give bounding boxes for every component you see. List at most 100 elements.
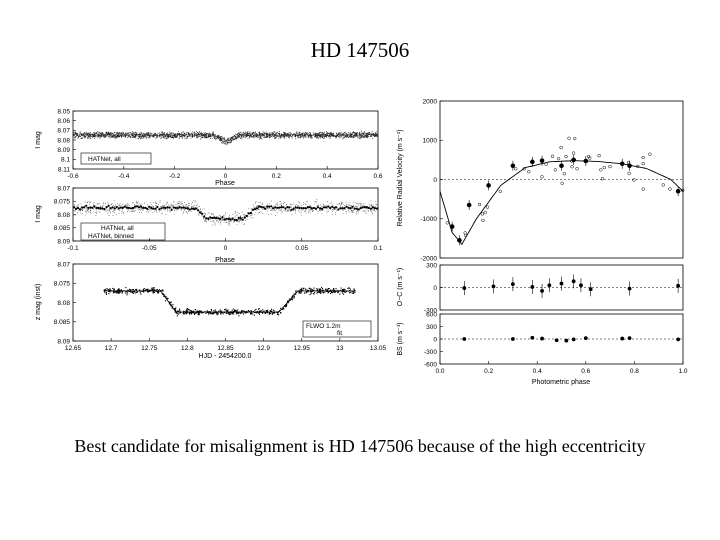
panel-3-y-tick-label: 8.07 bbox=[57, 261, 70, 268]
panel-2-binned-point bbox=[146, 207, 149, 210]
panel-1-xticks: -0.6 -0.4 -0.2 0 0.2 0.4 0.6 bbox=[67, 166, 383, 180]
panel-3-x-tick-label: 12.65 bbox=[65, 345, 82, 352]
panel-2-binned-point bbox=[296, 206, 299, 209]
panel-2-binned-point bbox=[172, 206, 175, 209]
panel-2-binned-point bbox=[331, 205, 334, 208]
panel-2-binned-point bbox=[105, 206, 108, 209]
panel-2-binned-point bbox=[351, 205, 354, 208]
rv-open-point bbox=[514, 167, 518, 171]
panel-2-binned-point bbox=[121, 206, 124, 209]
panel-2-binned-point bbox=[290, 208, 293, 211]
panel-2-binned-point bbox=[221, 216, 224, 219]
rv-open-point bbox=[477, 202, 482, 207]
panel-3-series-flwo bbox=[103, 287, 356, 317]
oc-point bbox=[627, 286, 632, 291]
panel-2-y-tick-label: 8.075 bbox=[54, 199, 71, 206]
panel-2: I mag Phase HATNet, all HATNet, binned 8… bbox=[35, 185, 383, 264]
panel-2-xlabel: Phase bbox=[215, 257, 235, 264]
panel-2-binned-point bbox=[325, 206, 328, 209]
bs-x-tick-label: 0.0 bbox=[435, 368, 444, 375]
panel-2-binned-point bbox=[349, 207, 352, 210]
panel-2-binned-point bbox=[286, 206, 289, 209]
panel-2-binned-point bbox=[164, 206, 167, 209]
panel-1-y-tick-label: 8.06 bbox=[57, 118, 70, 125]
oc-y-tick-label: 300 bbox=[426, 262, 437, 269]
panel-2-binned-point bbox=[136, 205, 139, 208]
slide-title: HD 147506 bbox=[310, 38, 410, 62]
rv-ylabel: Relative Radial Velocity (m s⁻¹) bbox=[397, 129, 404, 226]
panel-2-binned-point bbox=[335, 206, 338, 209]
bs-points bbox=[440, 335, 683, 343]
rv-open-point bbox=[556, 157, 561, 161]
panel-2-legend-1: HATNet, all bbox=[101, 225, 134, 232]
panel-2-binned-point bbox=[304, 207, 307, 210]
panel-2-binned-point bbox=[190, 207, 194, 210]
rv-panel: Relative Radial Velocity (m s⁻¹) 2000 100… bbox=[397, 98, 685, 262]
rv-open-point bbox=[567, 136, 571, 140]
rv-open-point bbox=[641, 187, 645, 191]
panel-2-binned-point bbox=[233, 218, 236, 222]
panel-1-x-tick-label: 0.4 bbox=[323, 173, 332, 180]
panel-2-binned-point bbox=[308, 206, 311, 209]
rv-point bbox=[559, 163, 564, 169]
rv-open-point bbox=[540, 175, 544, 179]
panel-2-binned-point bbox=[133, 205, 137, 208]
rv-point bbox=[539, 158, 545, 163]
panel-2-binned-point bbox=[306, 206, 309, 209]
panel-2-x-tick-label: 0.1 bbox=[373, 245, 382, 252]
panel-1-legend-box bbox=[80, 152, 152, 165]
rv-open-point bbox=[632, 178, 636, 182]
rv-point bbox=[571, 157, 576, 163]
panel-2-binned-point bbox=[219, 217, 222, 220]
panel-1-x-tick-label: -0.6 bbox=[67, 173, 79, 180]
panel-2-binned-point bbox=[197, 209, 200, 212]
panel-2-binned-point bbox=[211, 216, 214, 220]
panel-2-binned-point bbox=[327, 205, 330, 208]
panel-1-y-tick-label: 8.08 bbox=[57, 137, 70, 144]
panel-2-binned-point bbox=[180, 206, 183, 209]
panel-1-y-tick-label: 8.07 bbox=[57, 128, 70, 135]
panel-2-binned-point bbox=[361, 206, 364, 209]
rv-y-tick-label: 1000 bbox=[423, 138, 438, 145]
panel-2-binned-point bbox=[363, 206, 366, 209]
bs-xticks: 0.0 0.2 0.4 0.6 0.8 1.0 bbox=[435, 361, 688, 375]
panel-2-binned-point bbox=[182, 206, 185, 209]
panel-2-binned-point bbox=[72, 206, 76, 209]
panel-2-binned-point bbox=[249, 211, 252, 215]
panel-2-binned-point bbox=[237, 216, 240, 219]
panel-3-legend-1: FLWO 1.2m bbox=[306, 323, 341, 330]
panel-1-yticks: 8.05 8.06 8.07 8.08 8.09 8.1 8.11 bbox=[57, 108, 76, 173]
panel-2-binned-point bbox=[369, 207, 372, 210]
bs-x-tick-label: 0.4 bbox=[533, 368, 542, 375]
panel-2-binned-point bbox=[77, 207, 80, 210]
panel-3-x-tick-label: 12.85 bbox=[217, 345, 234, 352]
rv-open-point bbox=[599, 168, 603, 172]
bs-point bbox=[564, 338, 569, 343]
panel-2-binned-point bbox=[357, 208, 360, 211]
bs-y-tick-label: 600 bbox=[426, 311, 437, 318]
panel-1-ylabel: I mag bbox=[35, 131, 42, 149]
panel-1-y-tick-label: 8.09 bbox=[57, 147, 70, 154]
oc-yticks: 300 0 -300 bbox=[424, 262, 443, 314]
rv-open-point bbox=[588, 156, 592, 160]
panel-3-x-tick-label: 12.7 bbox=[105, 345, 118, 352]
panel-2-binned-point bbox=[93, 205, 96, 208]
panel-2-binned-point bbox=[213, 216, 216, 219]
panel-2-binned-point bbox=[282, 206, 285, 209]
rv-point bbox=[510, 163, 516, 169]
panel-2-binned-point bbox=[300, 207, 303, 210]
panel-2-binned-point bbox=[101, 207, 104, 210]
panel-2-binned-point bbox=[97, 206, 100, 210]
rv-open-point bbox=[597, 153, 601, 158]
rv-y-tick-label: 2000 bbox=[423, 98, 438, 105]
rv-y-tick-label: 0 bbox=[433, 177, 437, 184]
panel-2-series-hatnet-all bbox=[73, 199, 379, 226]
panel-2-binned-point bbox=[343, 207, 346, 210]
bs-xlabel: Photometric phase bbox=[532, 379, 590, 386]
panel-2-binned-point bbox=[316, 206, 320, 209]
panel-2-binned-point bbox=[85, 204, 88, 207]
panel-2-x-tick-label: 0 bbox=[224, 245, 228, 252]
bs-x-tick-label: 0.6 bbox=[581, 368, 590, 375]
panel-3-x-tick-label: 12.9 bbox=[257, 345, 270, 352]
rv-open-point bbox=[550, 154, 555, 158]
